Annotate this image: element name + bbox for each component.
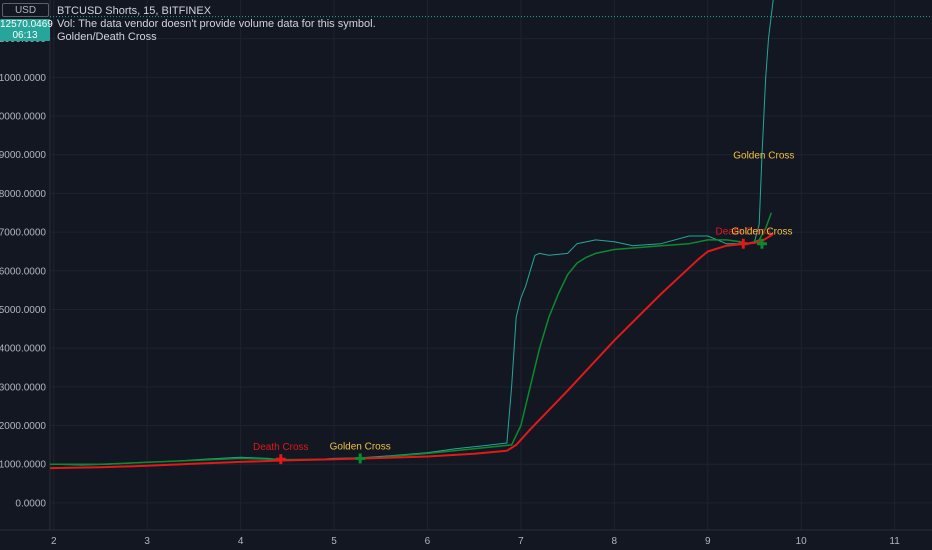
chart-legend: BTCUSD Shorts, 15, BITFINEX Vol: The dat…	[57, 5, 376, 44]
symbol-title[interactable]: BTCUSD Shorts, 15, BITFINEX	[57, 5, 212, 17]
y-axis: 0.0000 1000.0000 2000.0000 3000.0000 4000.00…	[0, 34, 46, 509]
death-cross-label: Death Cross	[253, 442, 309, 453]
y-tick-label: 8000.0000	[0, 189, 46, 200]
last-price-value: 12570.0469	[0, 19, 53, 30]
bar-countdown: 06:13	[12, 30, 38, 41]
x-axis-band	[0, 530, 932, 550]
golden-cross-label: Golden Cross	[731, 227, 792, 238]
y-tick-label: 5000.0000	[0, 305, 46, 316]
x-tick-label: 10	[796, 536, 808, 547]
y-tick-label: 7000.0000	[0, 228, 46, 239]
y-tick-label: 9000.0000	[0, 150, 46, 161]
x-tick-label: 11	[889, 536, 900, 547]
x-tick-label: 8	[612, 536, 618, 547]
x-tick-label: 2	[51, 536, 57, 547]
golden-cross-marker	[355, 453, 366, 464]
x-tick-label: 6	[425, 536, 431, 547]
golden-cross-label: Golden Cross	[733, 151, 794, 162]
volume-notice: Vol: The data vendor doesn't provide vol…	[57, 18, 376, 30]
x-axis: 2 3 4 5 6 7 8 9 10 11	[0, 529, 932, 550]
golden-cross-label: Golden Cross	[330, 441, 391, 452]
y-tick-label: 2000.0000	[0, 421, 46, 432]
last-price-tag: 12570.0469 06:13	[0, 19, 53, 41]
series-line-slow-ma	[49, 233, 774, 470]
indicator-title[interactable]: Golden/Death Cross	[57, 31, 157, 43]
series-layer	[49, 0, 774, 470]
currency-selector[interactable]: USD	[2, 3, 49, 17]
y-tick-label: 1000.0000	[0, 460, 46, 471]
x-tick-label: 4	[238, 536, 244, 547]
death-cross-marker	[275, 454, 286, 465]
x-tick-label: 9	[705, 536, 711, 547]
y-tick-label: 0.0000	[15, 498, 46, 509]
x-tick-label: 3	[144, 536, 150, 547]
x-tick-label: 5	[331, 536, 337, 547]
death-cross-label: Death Cross	[715, 227, 771, 238]
y-tick-label: 3000.0000	[0, 382, 46, 393]
death-cross-marker	[738, 238, 749, 249]
x-tick-label: 7	[518, 536, 524, 547]
y-tick-label: 4000.0000	[0, 344, 46, 355]
y-tick-label: 10000.0000	[0, 112, 46, 123]
y-tick-label: 6000.0000	[0, 266, 46, 277]
y-tick-label: 11000.0000	[0, 73, 46, 84]
golden-cross-marker	[756, 238, 767, 249]
series-line-fast-ma	[50, 212, 773, 465]
chart-grid	[49, 0, 932, 530]
